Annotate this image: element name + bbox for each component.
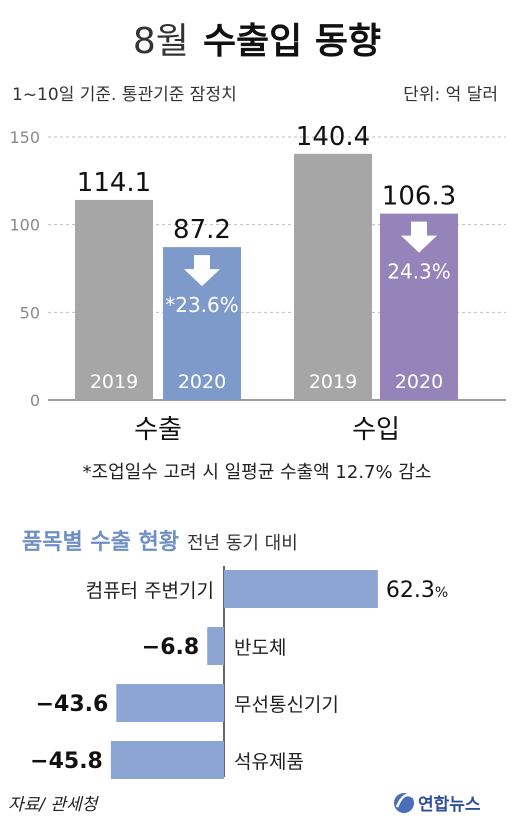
down-arrow-icon bbox=[184, 255, 220, 287]
value-label: 87.2 bbox=[173, 215, 231, 245]
value-label: 106.3 bbox=[382, 182, 456, 212]
value-label: 114.1 bbox=[77, 168, 151, 198]
item-value: 62.3 bbox=[386, 578, 435, 603]
logo: 연합뉴스 bbox=[394, 793, 481, 815]
change-label: *23.6% bbox=[165, 293, 239, 317]
logo-text: 연합뉴스 bbox=[418, 794, 481, 815]
change-label: 24.3% bbox=[387, 260, 451, 284]
bar-year-label: 2019 bbox=[90, 371, 138, 393]
item-value-label: −45.8 bbox=[30, 749, 103, 774]
y-tick-label: 0 bbox=[30, 391, 40, 410]
y-tick-label: 100 bbox=[9, 216, 40, 235]
category-label: 수입 bbox=[352, 415, 400, 445]
bar-year-label: 2020 bbox=[178, 371, 226, 393]
item-bar bbox=[110, 741, 224, 779]
bar bbox=[75, 199, 153, 400]
percent-sign: % bbox=[435, 585, 448, 601]
items-subtitle: 전년 동기 대비 bbox=[187, 533, 298, 554]
bar-year-label: 2019 bbox=[309, 371, 357, 393]
item-category-label: 컴퓨터 주변기기 bbox=[86, 580, 214, 602]
value-label: 140.4 bbox=[296, 122, 370, 152]
logo-globe-icon bbox=[394, 793, 414, 813]
bar-year-label: 2020 bbox=[395, 371, 443, 393]
y-tick-label: 50 bbox=[20, 303, 40, 322]
item-category-label: 반도체 bbox=[234, 637, 286, 659]
items-title: 품목별 수출 현황 bbox=[22, 530, 179, 555]
item-value-label: −43.6 bbox=[36, 692, 109, 717]
unit-label: 단위: 억 달러 bbox=[403, 85, 498, 105]
item-bar bbox=[207, 627, 224, 665]
title-main: 수출입 동향 bbox=[203, 21, 381, 62]
page-title: 8월 수출입 동향 bbox=[133, 21, 381, 62]
subtitle: 1~10일 기준. 통관기준 잠정치 bbox=[12, 85, 237, 105]
logo-swoosh-icon bbox=[395, 793, 414, 808]
items-heading: 품목별 수출 현황 전년 동기 대비 bbox=[22, 530, 298, 555]
item-bar bbox=[116, 684, 224, 722]
y-tick-label: 150 bbox=[9, 128, 40, 147]
item-category-label: 무선통신기기 bbox=[234, 694, 339, 716]
item-bars: 컴퓨터 주변기기 62.3% −6.8 반도체 −43.6 무선통신기기 −45.8 석유제품 bbox=[30, 566, 448, 779]
category-label: 수출 bbox=[134, 415, 182, 445]
item-value-label: −6.8 bbox=[142, 635, 199, 660]
item-bar bbox=[224, 570, 378, 608]
y-axis: 0 50 100 150 bbox=[9, 128, 40, 410]
title-prefix: 8월 bbox=[133, 21, 189, 62]
footnote: *조업일수 고려 시 일평균 수출액 12.7% 감소 bbox=[83, 462, 432, 483]
main-bars: 114.1 2019 87.2 2020 *23.6% 수출 140.4 2019 106.3 2… bbox=[75, 122, 458, 445]
bar bbox=[294, 153, 372, 400]
item-category-label: 석유제품 bbox=[234, 751, 304, 773]
source-label: 자료/ 관세청 bbox=[8, 795, 100, 815]
down-arrow-icon bbox=[401, 221, 437, 253]
item-value-label: 62.3% bbox=[386, 578, 448, 603]
